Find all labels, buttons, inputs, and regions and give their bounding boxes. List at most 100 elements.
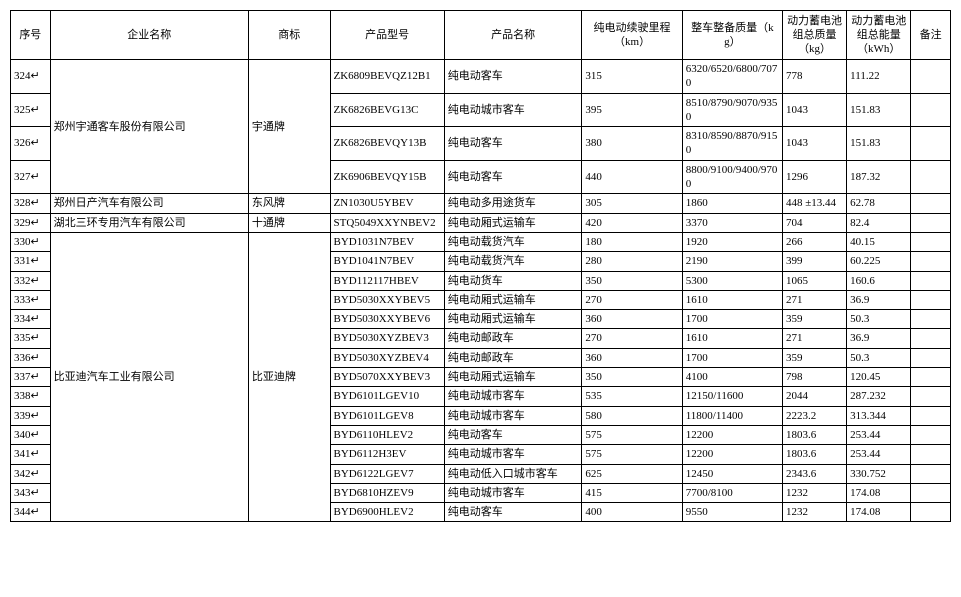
cell-model: ZN1030U5YBEV [330,194,444,213]
cell-remark [911,60,951,94]
cell-remark [911,464,951,483]
cell-seq: 325↵ [11,93,51,127]
cell-model: BYD5030XYZBEV3 [330,329,444,348]
cell-mass: 8800/9100/9400/9700 [682,160,782,194]
cell-seq: 327↵ [11,160,51,194]
cell-seq: 324↵ [11,60,51,94]
cell-prodname: 纯电动城市客车 [444,387,582,406]
cell-remark [911,483,951,502]
cell-batmass: 2223.2 [783,406,847,425]
header-range: 纯电动续驶里程（km） [582,11,682,60]
cell-prodname: 纯电动低入口城市客车 [444,464,582,483]
cell-prodname: 纯电动邮政车 [444,329,582,348]
cell-range: 180 [582,232,682,251]
cell-model: BYD5030XXYBEV6 [330,310,444,329]
cell-batmass: 704 [783,213,847,232]
header-model: 产品型号 [330,11,444,60]
cell-range: 380 [582,127,682,161]
cell-range: 400 [582,503,682,522]
cell-prodname: 纯电动多用途货车 [444,194,582,213]
cell-model: BYD112117HBEV [330,271,444,290]
cell-seq: 328↵ [11,194,51,213]
cell-seq: 335↵ [11,329,51,348]
cell-batmass: 1043 [783,127,847,161]
cell-batenergy: 60.225 [847,252,911,271]
cell-remark [911,194,951,213]
cell-model: BYD5030XYZBEV4 [330,348,444,367]
table-row: 324↵郑州宇通客车股份有限公司宇通牌ZK6809BEVQZ12B1纯电动客车3… [11,60,951,94]
cell-prodname: 纯电动城市客车 [444,445,582,464]
cell-mass: 12450 [682,464,782,483]
cell-seq: 332↵ [11,271,51,290]
cell-batmass: 1065 [783,271,847,290]
cell-seq: 338↵ [11,387,51,406]
header-batmass: 动力蓄电池组总质量（kg） [783,11,847,60]
cell-model: BYD5030XXYBEV5 [330,290,444,309]
cell-batmass: 2343.6 [783,464,847,483]
cell-seq: 340↵ [11,425,51,444]
cell-prodname: 纯电动邮政车 [444,348,582,367]
cell-batenergy: 120.45 [847,368,911,387]
cell-seq: 341↵ [11,445,51,464]
cell-seq: 329↵ [11,213,51,232]
cell-batenergy: 160.6 [847,271,911,290]
table-row: 330↵比亚迪汽车工业有限公司比亚迪牌BYD1031N7BEV纯电动载货汽车18… [11,232,951,251]
cell-mass: 1700 [682,348,782,367]
table-row: 328↵郑州日产汽车有限公司东风牌ZN1030U5YBEV纯电动多用途货车305… [11,194,951,213]
cell-model: ZK6906BEVQY15B [330,160,444,194]
cell-batmass: 359 [783,348,847,367]
cell-seq: 336↵ [11,348,51,367]
cell-remark [911,387,951,406]
cell-batmass: 271 [783,290,847,309]
cell-mass: 1610 [682,329,782,348]
vehicle-table: 序号 企业名称 商标 产品型号 产品名称 纯电动续驶里程（km） 整车整备质量（… [10,10,951,522]
cell-batmass: 1232 [783,483,847,502]
cell-remark [911,445,951,464]
cell-model: BYD6810HZEV9 [330,483,444,502]
cell-remark [911,329,951,348]
cell-mass: 12200 [682,425,782,444]
cell-model: BYD6122LGEV7 [330,464,444,483]
cell-range: 350 [582,368,682,387]
cell-model: ZK6826BEVG13C [330,93,444,127]
cell-remark [911,127,951,161]
cell-batmass: 2044 [783,387,847,406]
cell-range: 625 [582,464,682,483]
cell-batenergy: 151.83 [847,127,911,161]
cell-range: 575 [582,445,682,464]
cell-model: BYD1041N7BEV [330,252,444,271]
cell-batenergy: 174.08 [847,503,911,522]
cell-range: 420 [582,213,682,232]
cell-seq: 334↵ [11,310,51,329]
cell-mass: 1700 [682,310,782,329]
header-row: 序号 企业名称 商标 产品型号 产品名称 纯电动续驶里程（km） 整车整备质量（… [11,11,951,60]
cell-batenergy: 313.344 [847,406,911,425]
cell-seq: 342↵ [11,464,51,483]
cell-brand: 比亚迪牌 [248,232,330,521]
cell-batenergy: 40.15 [847,232,911,251]
header-batenergy: 动力蓄电池组总能量（kWh） [847,11,911,60]
cell-company: 郑州宇通客车股份有限公司 [50,60,248,194]
cell-batmass: 798 [783,368,847,387]
cell-range: 575 [582,425,682,444]
cell-mass: 4100 [682,368,782,387]
cell-remark [911,425,951,444]
cell-mass: 2190 [682,252,782,271]
cell-prodname: 纯电动载货汽车 [444,252,582,271]
cell-mass: 12150/11600 [682,387,782,406]
cell-batmass: 1803.6 [783,445,847,464]
cell-batenergy: 82.4 [847,213,911,232]
cell-batenergy: 50.3 [847,348,911,367]
cell-mass: 11800/11400 [682,406,782,425]
cell-range: 415 [582,483,682,502]
cell-seq: 331↵ [11,252,51,271]
cell-range: 305 [582,194,682,213]
cell-seq: 326↵ [11,127,51,161]
cell-range: 280 [582,252,682,271]
cell-model: STQ5049XXYNBEV2 [330,213,444,232]
cell-batenergy: 187.32 [847,160,911,194]
cell-remark [911,252,951,271]
cell-batmass: 271 [783,329,847,348]
cell-prodname: 纯电动厢式运输车 [444,310,582,329]
cell-batmass: 399 [783,252,847,271]
